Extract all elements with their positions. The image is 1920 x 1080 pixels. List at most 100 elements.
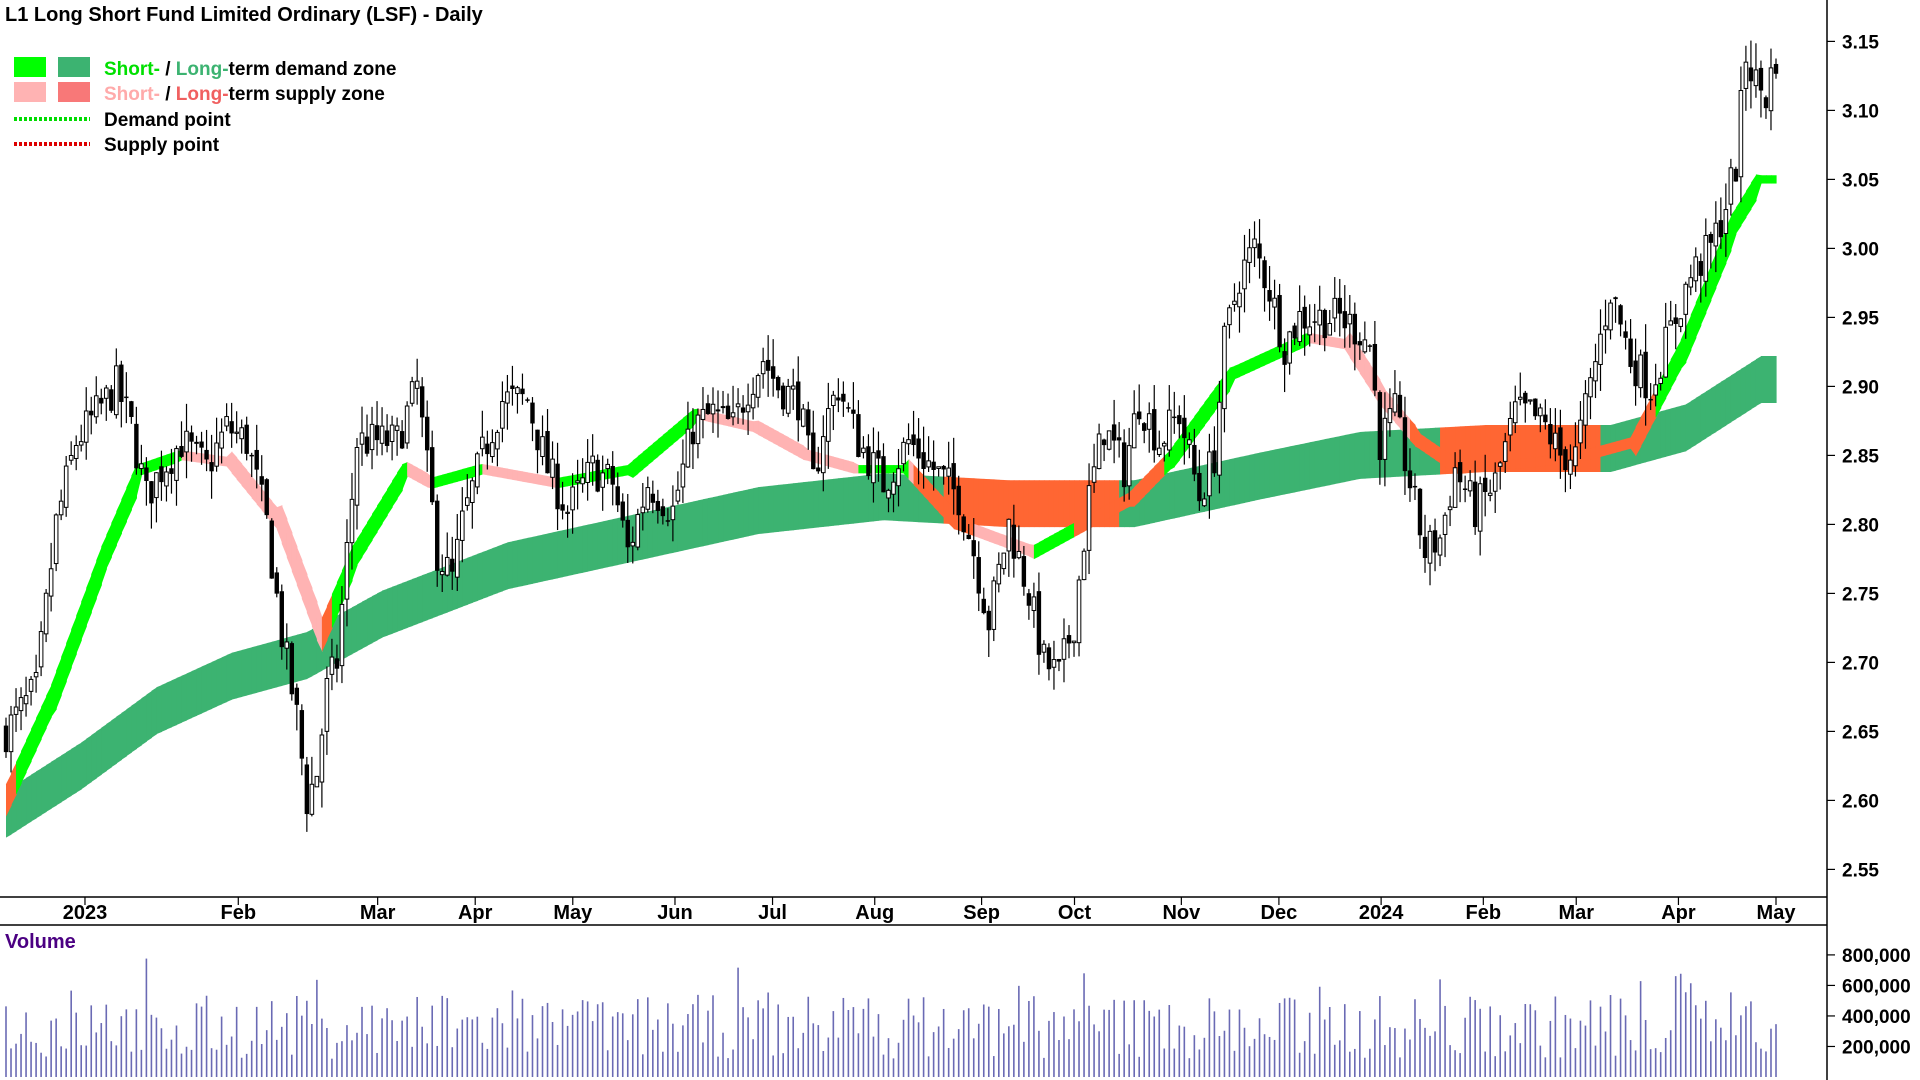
candle-body-up — [1568, 459, 1573, 475]
long-zone-segment — [617, 516, 624, 565]
long-zone-segment — [993, 479, 1000, 527]
long-zone-segment — [567, 527, 574, 577]
long-zone-segment — [91, 731, 97, 782]
long-zone-segment — [1254, 452, 1261, 501]
long-zone-segment — [908, 474, 915, 522]
long-zone-segment — [1349, 432, 1356, 481]
long-zone-segment — [1184, 468, 1190, 517]
candle-body-down — [615, 486, 620, 506]
candle-body-up — [1658, 377, 1663, 384]
candle-body-down — [976, 557, 981, 594]
long-zone-segment — [1334, 436, 1341, 485]
short-zone-segment — [672, 422, 679, 445]
long-zone-segment — [306, 629, 313, 679]
candle-body-up — [821, 436, 826, 474]
long-zone-segment — [1284, 446, 1291, 495]
short-zone-segment — [1339, 338, 1346, 350]
short-zone-segment — [1425, 437, 1431, 457]
long-zone-segment — [612, 518, 619, 567]
candle-body-up — [214, 442, 219, 467]
candle-body-down — [374, 425, 380, 441]
candle-body-down — [856, 414, 861, 457]
volume-tick-label: 400,000 — [1842, 1007, 1911, 1028]
legend-short-demand-swatch — [14, 57, 46, 77]
candle-body-up — [43, 592, 49, 635]
candle-body-up — [1723, 209, 1729, 234]
long-zone-segment — [1028, 480, 1035, 528]
candle-body-up — [710, 403, 716, 415]
candle-body-up — [1573, 446, 1578, 467]
short-zone-segment — [1710, 252, 1717, 301]
candle-body-down — [1352, 313, 1358, 345]
long-zone-segment — [823, 479, 829, 527]
candle-body-down — [851, 409, 856, 414]
candle-body-up — [414, 380, 420, 389]
long-zone-segment — [1465, 425, 1471, 474]
short-zone-segment — [793, 439, 799, 458]
candle-body-down — [806, 409, 811, 436]
long-zone-segment — [758, 486, 764, 535]
long-zone-segment — [1389, 430, 1396, 478]
short-zone-segment — [21, 739, 27, 784]
candle-body-down — [1357, 341, 1363, 346]
price-tick-label: 3.10 — [1842, 101, 1879, 122]
candle-body-up — [1593, 361, 1598, 382]
long-zone-segment — [723, 493, 729, 542]
long-zone-segment — [712, 495, 719, 544]
candle-body-down — [199, 441, 204, 448]
short-term-zone-band — [6, 174, 1777, 817]
candle-body-up — [515, 387, 520, 395]
candle-body-up — [1106, 430, 1112, 450]
long-zone-segment — [592, 522, 599, 571]
long-zone-segment — [1279, 447, 1286, 496]
candle-body-up — [1477, 483, 1483, 532]
candle-body-down — [189, 432, 194, 442]
short-zone-segment — [743, 418, 749, 431]
short-zone-segment — [412, 464, 418, 482]
month-tick-label: Sep — [963, 902, 1000, 924]
short-zone-segment — [1700, 277, 1707, 326]
long-zone-segment — [1770, 356, 1777, 403]
candle-body-down — [931, 461, 936, 470]
short-zone-segment — [1515, 459, 1521, 469]
long-zone-segment — [552, 531, 559, 580]
short-zone-segment — [251, 476, 258, 505]
short-zone-segment — [1033, 542, 1040, 560]
candle-body-down — [1613, 297, 1618, 300]
long-zone-segment — [427, 571, 433, 621]
candle-body-down — [119, 364, 124, 402]
long-zone-segment — [512, 540, 519, 589]
candle-body-up — [871, 452, 876, 484]
month-tick-label: Apr — [458, 902, 493, 924]
short-zone-segment — [948, 503, 955, 530]
candle-body-down — [1543, 414, 1548, 423]
candle-body-down — [294, 687, 300, 705]
short-zone-segment — [1204, 395, 1210, 426]
candle-body-up — [18, 697, 24, 712]
long-zone-segment — [1495, 425, 1501, 472]
long-zone-segment — [106, 720, 112, 771]
long-zone-segment — [1289, 445, 1296, 494]
long-zone-segment — [527, 536, 534, 585]
candle-body-up — [946, 467, 951, 477]
candle-body-up — [1768, 67, 1774, 112]
candle-body-up — [826, 408, 831, 442]
long-zone-segment — [81, 738, 87, 790]
long-zone-segment — [101, 724, 107, 775]
long-zone-segment — [311, 626, 318, 677]
long-zone-segment — [176, 675, 183, 725]
short-zone-segment — [988, 529, 995, 544]
long-zone-segment — [1053, 480, 1060, 528]
candle-body-up — [1232, 300, 1237, 305]
long-zone-segment — [161, 682, 168, 732]
candle-body-up — [219, 431, 224, 449]
long-zone-segment — [412, 577, 418, 626]
long-zone-segment — [728, 492, 734, 541]
long-zone-segment — [186, 671, 193, 721]
short-zone-segment — [51, 670, 57, 718]
long-zone-segment — [26, 774, 32, 825]
short-zone-segment — [136, 463, 142, 499]
candle-body-down — [740, 407, 746, 413]
candle-body-down — [204, 449, 209, 460]
candle-body-up — [1217, 401, 1222, 476]
